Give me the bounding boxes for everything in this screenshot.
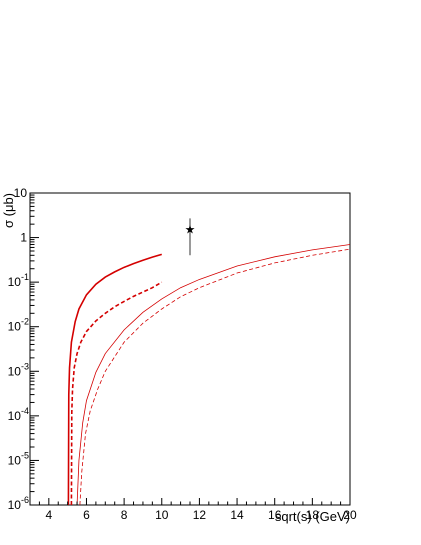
x-tick-label: 8 xyxy=(121,508,128,522)
x-tick-label: 10 xyxy=(155,508,169,522)
y-tick-label: 10 xyxy=(14,186,28,200)
x-tick-label: 18 xyxy=(306,508,320,522)
x-tick-label: 6 xyxy=(83,508,90,522)
curves-layer xyxy=(67,244,351,506)
y-axis-label: σ (μb) xyxy=(1,193,16,228)
x-tick-label: 20 xyxy=(343,508,357,522)
points-layer: ★ xyxy=(185,218,196,256)
ticks-layer: 4 6 8 10 12 14 16 18 20 10 1 10-1 10-2 10-3 10-4 10-5 10… xyxy=(8,186,357,522)
y-tick-label: 10-6 xyxy=(8,495,29,512)
y-tick-label: 1 xyxy=(20,231,27,245)
series-line-1 xyxy=(67,253,162,506)
series-line-2 xyxy=(70,281,163,506)
data-point-marker: ★ xyxy=(185,223,196,237)
x-tick-label: 4 xyxy=(45,508,52,522)
x-tick-label: 12 xyxy=(193,508,207,522)
y-tick-label: 10-1 xyxy=(8,272,29,289)
x-tick-label: 14 xyxy=(230,508,244,522)
x-tick-label: 16 xyxy=(268,508,282,522)
y-tick-label: 10-3 xyxy=(8,361,29,378)
y-tick-label: 10-4 xyxy=(8,406,29,423)
y-tick-label: 10-5 xyxy=(8,450,29,467)
y-tick-label: 10-2 xyxy=(8,317,29,334)
series-line-4 xyxy=(79,248,351,506)
series-line-3 xyxy=(76,244,351,506)
x-axis-label: sqrt(s) (GeV) xyxy=(275,509,350,524)
